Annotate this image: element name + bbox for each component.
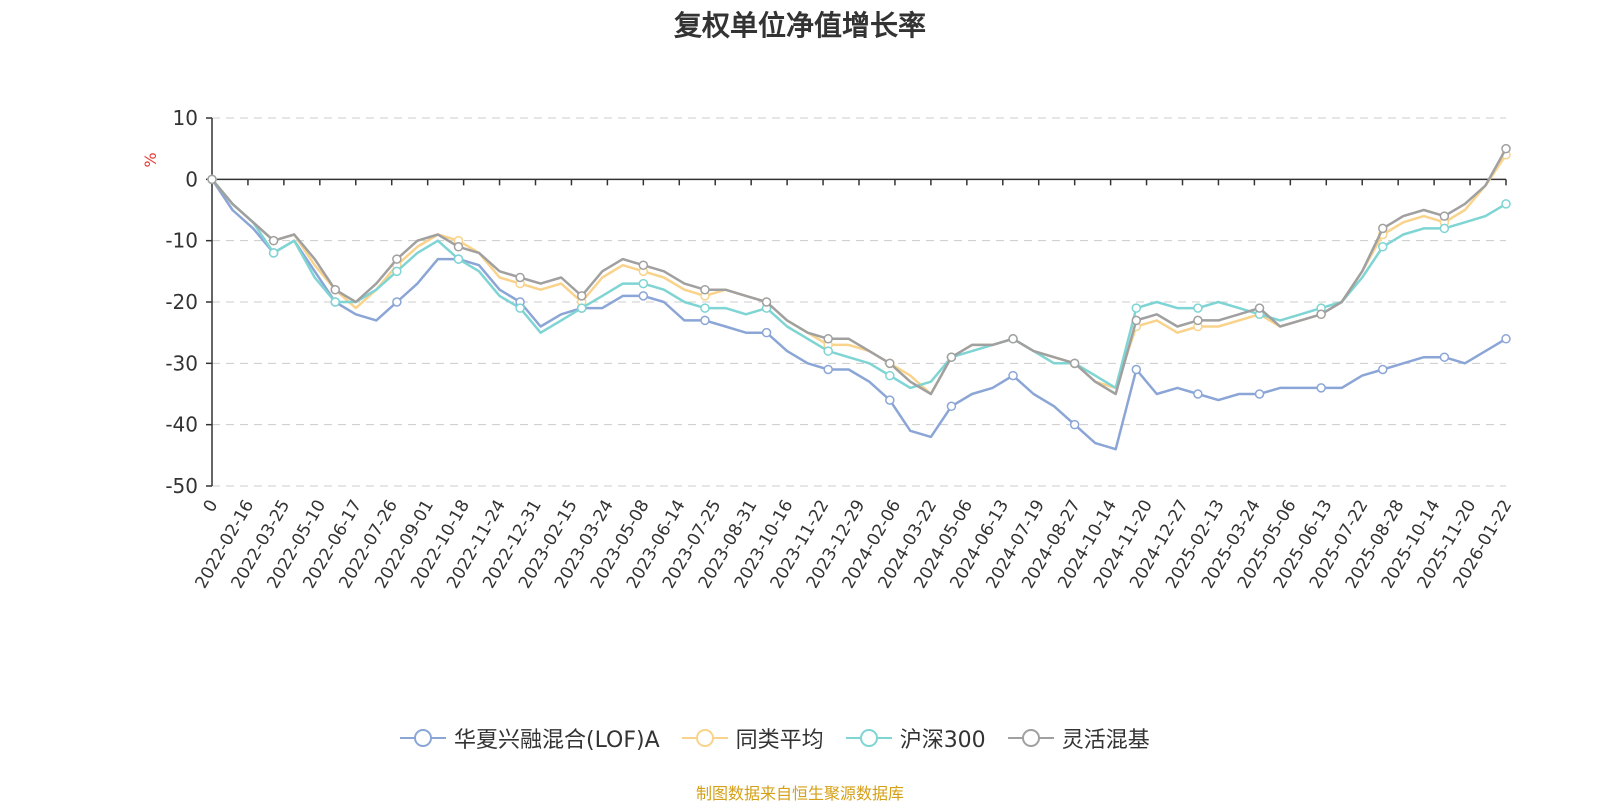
- data-point: [1193, 315, 1203, 326]
- data-point: [392, 297, 402, 307]
- data-point: [268, 235, 279, 246]
- data-point: [823, 346, 833, 356]
- legend-marker-icon: [681, 729, 728, 747]
- data-point: [330, 284, 340, 295]
- data-point: [576, 291, 587, 301]
- legend-label: 灵活混基: [1061, 728, 1150, 753]
- data-point: [946, 352, 957, 362]
- y-tick-label: -30: [165, 351, 198, 375]
- legend-item-csi300[interactable]: 沪深300: [845, 722, 986, 754]
- x-tick-labels: 02022-02-162022-03-252022-05-102022-06-1…: [192, 496, 1517, 592]
- data-point: [1254, 389, 1265, 399]
- data-point: [885, 358, 895, 369]
- y-tick-label: -50: [165, 474, 198, 498]
- data-point: [392, 266, 402, 277]
- data-point: [207, 174, 217, 185]
- y-tick-labels: 10 0 -10 -20 -30 -40 -50: [165, 106, 198, 498]
- data-point: [1439, 352, 1450, 362]
- legend-marker-icon: [400, 729, 446, 747]
- legend-item-fund[interactable]: 华夏兴融混合(LOF)A: [400, 722, 660, 754]
- data-point: [1501, 199, 1511, 209]
- data-point: [576, 303, 587, 313]
- y-tick-label: -10: [165, 229, 198, 253]
- data-point: [1254, 303, 1265, 313]
- legend-marker-icon: [1007, 729, 1054, 747]
- data-point: [1316, 309, 1326, 320]
- series-line: [211, 154, 1508, 396]
- data-point: [1439, 211, 1450, 221]
- data-point: [515, 272, 525, 283]
- legend-item-peer-average[interactable]: 同类平均: [681, 722, 824, 754]
- data-point: [1008, 370, 1018, 381]
- series-line: [211, 178, 1507, 390]
- data-point: [1131, 364, 1142, 375]
- series-line: [210, 178, 1507, 451]
- data-point: [1069, 419, 1080, 430]
- data-point: [515, 303, 525, 313]
- data-point: [700, 284, 710, 295]
- data-point: [330, 297, 340, 307]
- data-point: [1316, 383, 1326, 393]
- data-point: [1378, 364, 1388, 375]
- data-point: [1069, 358, 1080, 369]
- data-point: [1501, 334, 1511, 344]
- series-lines: [207, 143, 1511, 451]
- data-point: [453, 242, 464, 252]
- y-tick-label: -40: [165, 413, 198, 437]
- legend-label: 华夏兴融混合(LOF)A: [454, 728, 660, 753]
- data-point: [1439, 223, 1450, 234]
- data-point: [453, 254, 464, 264]
- legend-item-flexible-mixed[interactable]: 灵活混基: [1007, 722, 1150, 754]
- data-point: [638, 260, 649, 270]
- y-tick-label: 10: [173, 106, 198, 130]
- data-point: [1131, 315, 1142, 326]
- y-axis-label: %: [141, 152, 160, 167]
- data-point: [946, 401, 957, 412]
- series-line: [211, 148, 1508, 396]
- data-point: [761, 297, 772, 307]
- data-point: [638, 291, 649, 301]
- data-point: [1501, 143, 1511, 154]
- data-point: [268, 248, 279, 258]
- legend-marker-icon: [845, 729, 892, 747]
- legend-label: 沪深300: [899, 728, 986, 753]
- data-point: [1008, 334, 1018, 344]
- data-point: [1193, 303, 1203, 313]
- data-point: [885, 395, 895, 405]
- legend-label: 同类平均: [735, 728, 824, 753]
- data-point: [392, 254, 402, 264]
- data-point: [700, 315, 710, 326]
- data-point: [761, 327, 772, 338]
- chart-plot: % 10 0 -10 -20 -30 -40 -50 02022-02-162022-03-…: [141, 106, 1517, 592]
- data-point: [823, 334, 833, 344]
- data-point: [638, 278, 649, 289]
- y-tick-label: -20: [165, 290, 198, 314]
- data-point: [1193, 389, 1203, 399]
- data-point: [1378, 242, 1388, 252]
- y-tick-label: 0: [185, 167, 198, 191]
- source-note: 制图数据来自恒生聚源数据库: [695, 784, 904, 803]
- data-point: [823, 364, 833, 375]
- data-point: [1131, 303, 1142, 313]
- data-point: [885, 370, 895, 381]
- x-tick-label: 0: [200, 497, 223, 516]
- legend: 华夏兴融混合(LOF)A 同类平均 沪深300 灵活混基: [400, 722, 1172, 754]
- chart-title: 复权单位净值增长率: [673, 9, 926, 42]
- data-point: [1378, 223, 1388, 234]
- grid-lines: [212, 117, 1506, 487]
- data-point: [700, 303, 710, 313]
